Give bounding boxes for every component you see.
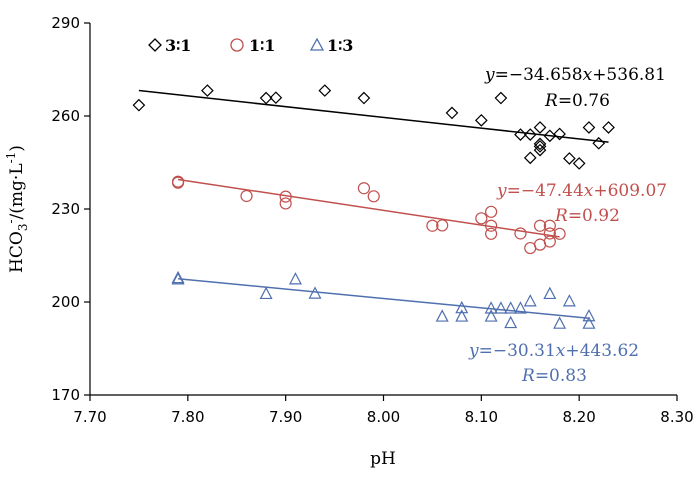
point-circle bbox=[357, 182, 371, 195]
equation-1-3: y=−30.31x+443.62 R=0.83 bbox=[468, 341, 639, 386]
point-triangle bbox=[308, 286, 322, 299]
x-tick-label: 8.10 bbox=[465, 408, 498, 426]
point-circle bbox=[485, 227, 498, 240]
point-circle bbox=[475, 212, 488, 225]
r-value-1-1: R=0.92 bbox=[554, 206, 620, 226]
point-triangle bbox=[484, 301, 498, 314]
y-tick-label: 230 bbox=[51, 200, 80, 218]
point-diamond bbox=[445, 106, 459, 120]
equation-1-1: y=−47.44x+609.07 R=0.92 bbox=[496, 181, 667, 226]
point-circle bbox=[367, 190, 380, 203]
legend-item-3-1: 3∶1 bbox=[148, 36, 191, 55]
ticks: 7.70 7.80 7.90 8.00 8.10 8.20 8.30 170 200 230 260… bbox=[51, 14, 693, 426]
point-circle bbox=[171, 175, 185, 188]
point-diamond bbox=[474, 113, 488, 127]
point-diamond bbox=[514, 128, 527, 141]
point-diamond bbox=[201, 84, 214, 97]
x-tick-label: 8.30 bbox=[660, 408, 693, 426]
point-triangle bbox=[504, 301, 518, 314]
point-diamond bbox=[318, 84, 332, 97]
point-diamond bbox=[533, 140, 547, 153]
point-diamond bbox=[563, 152, 576, 165]
point-diamond bbox=[494, 91, 508, 105]
point-circle bbox=[279, 190, 292, 203]
fit-line-0 bbox=[138, 89, 609, 143]
point-triangle bbox=[562, 294, 576, 307]
point-diamond bbox=[592, 136, 606, 150]
equation-text-1-1: y=−47.44x+609.07 bbox=[496, 181, 667, 201]
x-tick-label: 7.70 bbox=[73, 408, 106, 426]
point-diamond bbox=[582, 121, 596, 134]
equation-text-1-3: y=−30.31x+443.62 bbox=[468, 341, 639, 361]
point-circle bbox=[485, 205, 498, 218]
legend-item-1-1: 1∶1 bbox=[230, 36, 275, 55]
legend-label-1-1: 1∶1 bbox=[249, 36, 275, 55]
y-tick-label: 170 bbox=[51, 386, 80, 404]
point-triangle bbox=[553, 316, 567, 329]
point-triangle bbox=[171, 270, 185, 284]
point-diamond bbox=[533, 137, 547, 151]
legend-marker-triangle bbox=[309, 37, 325, 51]
legend-marker-circle bbox=[230, 38, 244, 52]
point-diamond bbox=[553, 127, 566, 141]
x-tick-label: 8.00 bbox=[367, 408, 400, 426]
point-diamond bbox=[572, 157, 586, 170]
legend-label-3-1: 3∶1 bbox=[165, 36, 191, 55]
point-diamond bbox=[259, 91, 273, 105]
fit-line-2 bbox=[177, 277, 590, 319]
point-triangle bbox=[582, 308, 596, 322]
y-tick-label: 290 bbox=[51, 14, 80, 32]
point-diamond bbox=[132, 98, 146, 112]
point-circle bbox=[171, 176, 185, 189]
point-triangle bbox=[259, 286, 273, 300]
x-axis-label: pH bbox=[370, 449, 396, 469]
point-circle bbox=[426, 219, 439, 232]
point-diamond bbox=[357, 91, 371, 105]
point-triangle bbox=[494, 301, 508, 314]
point-triangle bbox=[513, 301, 527, 314]
y-tick-label: 260 bbox=[51, 107, 80, 125]
x-tick-label: 7.80 bbox=[171, 408, 204, 426]
legend: 3∶1 1∶1 1∶3 bbox=[148, 36, 353, 55]
x-tick-label: 8.20 bbox=[562, 408, 595, 426]
point-diamond bbox=[523, 128, 537, 141]
equation-3-1: y=−34.658x+536.81 R=0.76 bbox=[484, 65, 666, 111]
y-axis-label: HCO3-/(mg·L-1) bbox=[4, 145, 30, 273]
point-diamond bbox=[269, 91, 283, 105]
x-tick-label: 7.90 bbox=[269, 408, 302, 426]
r-value-1-3: R=0.83 bbox=[521, 366, 587, 386]
y-tick-label: 200 bbox=[51, 293, 80, 311]
point-circle bbox=[514, 227, 527, 240]
legend-label-1-3: 1∶3 bbox=[327, 36, 353, 55]
point-circle bbox=[533, 219, 547, 232]
point-diamond bbox=[523, 151, 537, 165]
point-triangle bbox=[455, 300, 469, 314]
point-circle bbox=[543, 235, 556, 248]
r-value-3-1: R=0.76 bbox=[544, 91, 610, 111]
point-diamond bbox=[602, 121, 615, 134]
legend-marker-diamond bbox=[148, 38, 162, 52]
point-triangle bbox=[455, 309, 469, 322]
point-circle bbox=[240, 189, 253, 203]
point-circle bbox=[279, 197, 292, 210]
point-circle bbox=[543, 227, 556, 240]
point-triangle bbox=[484, 309, 498, 322]
point-triangle bbox=[435, 309, 449, 322]
point-circle bbox=[485, 219, 498, 232]
point-triangle bbox=[504, 315, 518, 329]
point-triangle bbox=[523, 294, 537, 307]
point-triangle bbox=[582, 316, 596, 329]
equation-text-3-1: y=−34.658x+536.81 bbox=[484, 65, 666, 85]
data-points bbox=[132, 84, 615, 329]
point-diamond bbox=[533, 121, 547, 134]
point-triangle bbox=[288, 272, 302, 285]
point-circle bbox=[436, 219, 449, 232]
point-triangle bbox=[543, 286, 557, 300]
point-circle bbox=[553, 227, 566, 240]
point-circle bbox=[543, 219, 556, 232]
legend-item-1-3: 1∶3 bbox=[309, 36, 353, 55]
